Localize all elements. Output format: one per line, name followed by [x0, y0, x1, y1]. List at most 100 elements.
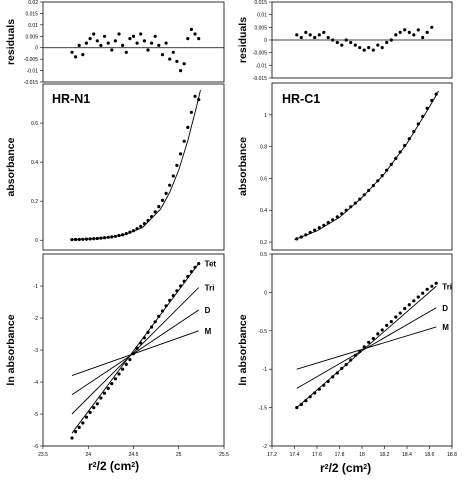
left-residuals-point	[106, 41, 110, 45]
left-residuals-point	[189, 27, 193, 31]
right-residuals-point	[358, 46, 362, 50]
left-ln-point	[77, 425, 81, 429]
left-ln-point	[88, 410, 92, 414]
left-residuals-point	[70, 50, 74, 54]
right-absorbance-point	[304, 233, 308, 237]
right-residuals-ytick-label: 0.005	[254, 25, 267, 31]
left-ln-point	[110, 382, 114, 386]
left-residuals-point	[171, 50, 175, 54]
right-residuals-point	[398, 30, 402, 34]
right-ln-xtick-label: 18.8	[447, 452, 457, 458]
right-residuals-point	[425, 30, 429, 34]
left-ln-ytick-label: -2	[34, 316, 39, 322]
left-absorbance-point	[146, 218, 150, 223]
right-ln-point	[340, 366, 344, 370]
right-ln-xtick-label: 17.2	[267, 452, 277, 458]
left-absorbance-point	[88, 237, 92, 241]
right-absorbance-point	[353, 201, 357, 205]
right-residuals-panel: 0.015 0.01 0.005 0 -0.005 -0.01 -0.015 residual…	[237, 0, 453, 82]
left-absorbance-point	[74, 237, 78, 242]
left-ln-point	[113, 377, 117, 381]
right-ln-point	[380, 328, 384, 332]
left-residuals-point	[74, 55, 78, 59]
left-ln-point	[179, 284, 183, 288]
right-ln-ytick-label: -1.5	[258, 406, 267, 412]
left-ln-ytick-label: -6	[34, 444, 39, 450]
left-ln-point	[193, 265, 197, 269]
right-residuals-point	[416, 28, 420, 32]
right-ln-point	[349, 358, 353, 362]
left-residuals-point	[193, 32, 197, 36]
left-residuals-point	[95, 39, 99, 43]
left-ln-point	[182, 279, 186, 283]
left-ln-point	[117, 372, 121, 376]
right-ln-point	[331, 375, 335, 379]
left-absorbance-point	[84, 237, 88, 241]
right-ln-point	[317, 387, 321, 391]
right-ln-point	[416, 295, 420, 299]
left-ln-point	[70, 436, 74, 440]
left-ln-point	[121, 367, 125, 371]
left-residuals-ytick-label: 0.02	[28, 0, 38, 6]
left-residuals-point	[88, 37, 92, 41]
right-residuals-ytick-label: 0.01	[257, 13, 267, 19]
right-absorbance-point	[385, 168, 389, 172]
right-ln-point	[353, 353, 357, 357]
left-ln-point	[128, 358, 132, 362]
left-ln-model-line-tet	[71, 263, 200, 434]
right-ln-frame	[271, 253, 453, 447]
left-ln-model-label-d: D	[205, 306, 211, 315]
left-residuals-panel: 0.02 0.015 0.01 0.005 0 -0.005 -0.01 -0.015 resi…	[5, 0, 225, 86]
right-residuals-ytick-label: -0.015	[253, 76, 267, 82]
left-ln-xtick-label: 25	[176, 452, 182, 458]
left-residuals-point	[146, 48, 150, 52]
right-absorbance-point	[317, 226, 321, 230]
left-ln-point	[131, 352, 136, 356]
right-ln-ytick-label: 0	[264, 290, 267, 296]
left-residuals-ytick-label: 0.005	[25, 34, 38, 40]
right-residuals-point	[299, 35, 303, 40]
left-residuals-ytick-label: -0.015	[24, 80, 38, 86]
right-residuals-point	[376, 43, 380, 47]
left-absorbance-point	[150, 215, 154, 219]
left-residuals-point	[117, 32, 121, 36]
left-absorbance-ytick-label: 0	[35, 238, 38, 244]
left-ln-point	[142, 336, 146, 340]
left-residuals-point	[128, 37, 132, 41]
left-residuals-point	[164, 41, 168, 45]
left-residuals-point	[197, 37, 201, 41]
right-ln-xtick-label: 18.4	[402, 452, 412, 458]
left-residuals-point	[102, 34, 107, 38]
left-absorbance-point	[106, 235, 110, 239]
right-absorbance-point	[367, 188, 371, 192]
left-ln-model-label-tet: Tet	[205, 260, 217, 269]
right-ln-point	[326, 379, 330, 384]
right-ln-xtick-label: 17.6	[312, 452, 322, 458]
right-residuals-point	[326, 35, 330, 40]
left-residuals-point	[92, 32, 96, 36]
right-ln-point	[299, 402, 303, 407]
left-ln-xtick-label: 24.5	[129, 452, 139, 458]
left-residuals-ytick-label: 0.01	[28, 23, 38, 29]
right-ln-model-label-tri: Tri	[442, 282, 452, 291]
right-ln-point	[362, 345, 366, 349]
right-residuals-point	[304, 30, 308, 34]
right-residuals-ytick-label: 0.015	[254, 0, 267, 6]
left-ln-ytick-label: -4	[34, 380, 39, 386]
right-absorbance-point	[331, 218, 335, 222]
left-residuals-ytick-label: 0	[35, 46, 38, 52]
right-absorbance-point	[407, 137, 411, 141]
right-ln-xtick-label: 18.6	[425, 452, 435, 458]
right-residuals-point	[367, 46, 371, 50]
left-absorbance-point	[124, 232, 128, 236]
right-ln-point	[322, 383, 326, 387]
right-ln-panel: 0.5 0 -0.5 -1 -1.5 -2 17.2 17.4 17.6 17.8 18 18.2 18…	[237, 252, 457, 475]
left-ln-point	[135, 346, 139, 350]
right-absorbance-point	[349, 205, 353, 209]
right-absorbance-ylabel: absorbance	[237, 137, 249, 196]
right-ln-point	[335, 371, 339, 375]
left-ln-point	[139, 341, 143, 345]
right-ln-ytick-label: -1	[263, 367, 268, 373]
right-ln-xtick-label: 18.2	[380, 452, 390, 458]
right-ln-point	[425, 287, 429, 291]
